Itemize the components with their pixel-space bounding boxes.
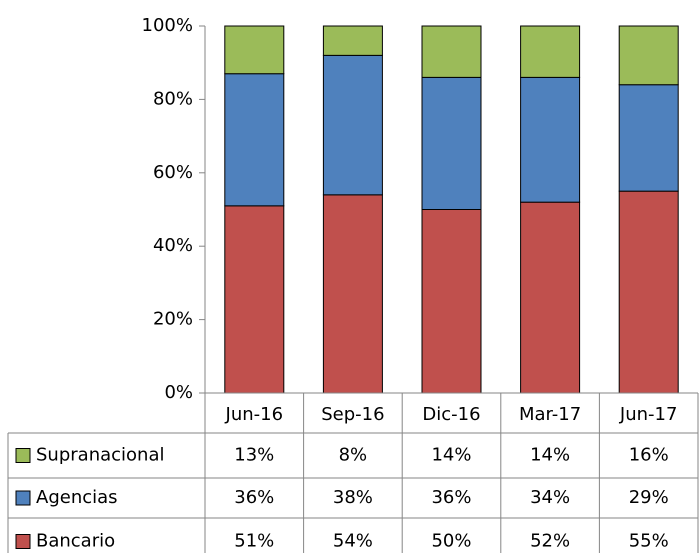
table-value: 36% [431,487,471,508]
x-tick-label: Mar-17 [519,404,581,425]
bar-segment [224,205,285,394]
y-tick-label: 20% [153,309,193,330]
legend-label: Agencias [36,487,118,508]
x-tick-label: Jun-16 [225,404,284,425]
bar-segment [421,25,482,78]
bar-segment [224,25,285,75]
bar-segment [618,190,679,394]
bar-segment [618,25,679,86]
table-value: 38% [333,487,373,508]
bar-segment [322,25,383,56]
y-tick-label: 80% [153,88,193,109]
table-value: 52% [530,531,570,552]
bar-segment [618,84,679,192]
table-value: 34% [530,487,570,508]
table-value: 51% [234,531,274,552]
legend-swatch [15,448,31,463]
y-tick-label: 100% [142,15,193,36]
table-value: 16% [629,445,669,466]
bar-segment [421,209,482,394]
y-tick-label: 60% [153,162,193,183]
legend-swatch [15,534,31,549]
bar-segment [322,194,383,394]
bar-segment [520,201,581,394]
x-tick-label: Dic-16 [422,404,480,425]
bar-segment [520,25,581,78]
x-tick-label: Sep-16 [321,404,384,425]
table-value: 14% [431,445,471,466]
bar-segment [322,54,383,196]
legend-label: Bancario [36,531,115,552]
bar-segment [224,73,285,207]
table-value: 8% [339,445,368,466]
table-value: 36% [234,487,274,508]
table-value: 50% [431,531,471,552]
table-value: 14% [530,445,570,466]
y-tick-label: 40% [153,235,193,256]
table-value: 29% [629,487,669,508]
x-tick-label: Jun-17 [619,404,678,425]
bar-segment [520,76,581,203]
bar-segment [421,76,482,210]
y-tick-label: 0% [164,382,193,403]
table-value: 55% [629,531,669,552]
legend-label: Supranacional [36,445,164,466]
table-value: 13% [234,445,274,466]
table-value: 54% [333,531,373,552]
legend-swatch [15,490,31,506]
